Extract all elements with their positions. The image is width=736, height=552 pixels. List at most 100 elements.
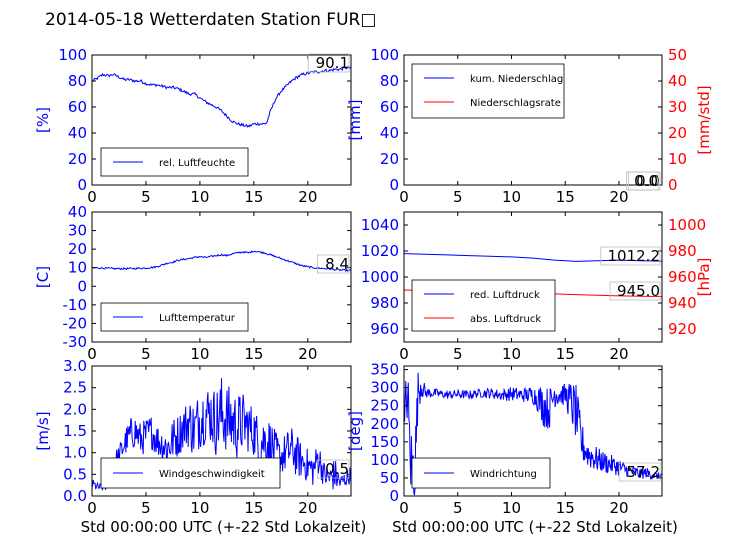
legend-box <box>411 279 556 332</box>
legend-entry: red. Luftdruck <box>470 290 540 301</box>
x-tick-label: 5 <box>141 345 151 363</box>
x-tick-label: 20 <box>609 188 628 206</box>
y-right-tick-label: 920 <box>668 320 697 338</box>
x-tick-label: 10 <box>190 499 209 517</box>
y-tick-label: 20 <box>380 150 399 168</box>
x-tick-label: 20 <box>298 188 317 206</box>
y-tick-label: 150 <box>370 433 399 451</box>
y-tick-label: 0.5 <box>63 465 87 483</box>
y-tick-label: 60 <box>380 98 399 116</box>
plot-frame <box>91 211 352 343</box>
y-right-tick-label: 40 <box>668 72 687 90</box>
y-tick-label: 100 <box>370 451 399 469</box>
y-tick-label: -20 <box>63 314 88 332</box>
x-tick-label: 20 <box>609 345 628 363</box>
x-tick-label: 15 <box>244 499 263 517</box>
y-tick-label: 980 <box>370 294 399 312</box>
y-tick-label: 1040 <box>361 216 399 234</box>
x-tick-label: 5 <box>453 188 463 206</box>
x-tick-label: 15 <box>556 188 575 206</box>
current-value-label: 90.1 <box>316 54 349 72</box>
x-tick-label: 10 <box>502 499 521 517</box>
y-right-tick-label: 940 <box>668 294 697 312</box>
y-axis-label: [C] <box>34 266 52 288</box>
current-value-label: 8.4 <box>325 255 349 273</box>
x-tick-label: 15 <box>244 188 263 206</box>
y-tick-label: 960 <box>370 320 399 338</box>
y-right-tick-label: 50 <box>668 46 687 64</box>
plot-frame <box>403 365 663 497</box>
value-label-box <box>316 459 350 479</box>
y-tick-label: 2.0 <box>63 400 87 418</box>
chart-title: 2014-05-18 Wetterdaten Station FUR□ <box>45 10 377 30</box>
x-tick-label: 15 <box>556 499 575 517</box>
series-line-lufttemperatur <box>92 250 351 273</box>
x-axis-label: Std 00:00:00 UTC (+-22 Std Lokalzeit) <box>392 518 678 536</box>
x-tick-label: 5 <box>141 499 151 517</box>
y-tick-label: 250 <box>370 397 399 415</box>
y-tick-label: 200 <box>370 415 399 433</box>
y-tick-label: 40 <box>380 124 399 142</box>
chart-panel-windspeed: 0 5 10 15 20 0.0 0.5 1.0 1.5 2.0 2.5 3.0 [m/s] Std 00… <box>34 357 366 536</box>
x-tick-label: 5 <box>453 499 463 517</box>
current-value-label: 0.0 <box>634 172 658 190</box>
x-tick-label: 5 <box>141 188 151 206</box>
legend: rel. Luftfeuchte <box>100 147 249 177</box>
x-tick-label: 0 <box>399 188 409 206</box>
current-value-label: 0.0 <box>636 172 660 190</box>
y-right-tick-label: 10 <box>668 150 687 168</box>
x-tick-label: 20 <box>609 499 628 517</box>
current-value-label: 1012.2 <box>608 247 661 265</box>
value-label-box <box>618 462 661 482</box>
legend: kum. Niederschlag Niederschlagsrate <box>411 63 565 119</box>
series-line-red-luftdruck <box>404 253 662 262</box>
x-tick-label: 0 <box>87 188 97 206</box>
y-tick-label: 0 <box>389 487 399 505</box>
x-tick-label: 10 <box>502 345 521 363</box>
y-tick-label: 350 <box>370 361 399 379</box>
y-tick-label: 10 <box>68 259 87 277</box>
y-tick-label: 1.0 <box>63 444 87 462</box>
y-tick-label: 40 <box>68 124 87 142</box>
legend-entry: Windgeschwindigkeit <box>159 469 265 480</box>
value-label-box <box>609 281 661 301</box>
x-tick-label: 0 <box>87 499 97 517</box>
x-tick-label: 10 <box>190 188 209 206</box>
legend: red. Luftdruck abs. Luftdruck <box>411 279 556 332</box>
y-tick-label: 20 <box>68 240 87 258</box>
chart-panel-temperature: 0 5 10 15 20-30-20-10010203040[C]Lufttempera… <box>34 203 352 363</box>
value-label-box <box>626 171 659 191</box>
x-tick-label: 0 <box>87 345 97 363</box>
x-tick-label: 5 <box>453 345 463 363</box>
y-axis-label: [deg] <box>346 411 364 451</box>
y-tick-label: 60 <box>68 98 87 116</box>
y-tick-label: 0.0 <box>63 487 87 505</box>
x-tick-label: 10 <box>190 345 209 363</box>
y-right-axis-label: [hPa] <box>695 258 713 297</box>
y-right-tick-label: 1000 <box>668 216 706 234</box>
y-tick-label: 80 <box>68 72 87 90</box>
y-tick-label: -30 <box>63 333 88 351</box>
y-right-tick-label: 0 <box>668 176 678 194</box>
y-tick-label: 1.5 <box>63 422 87 440</box>
y-tick-label: 30 <box>68 222 87 240</box>
x-tick-label: 20 <box>298 345 317 363</box>
y-tick-label: 1000 <box>361 268 399 286</box>
y-right-tick-label: 960 <box>668 268 697 286</box>
y-right-axis-label: [mm/std] <box>695 85 713 154</box>
x-tick-label: 20 <box>298 499 317 517</box>
legend: Windgeschwindigkeit <box>100 457 281 489</box>
value-label-box <box>307 53 350 73</box>
chart-panel-humidity: 0 5 10 15 20 0 20 40 60 80 100 [%] rel. Luftfeuchte 9… <box>34 46 352 206</box>
chart-panel-precipitation: 0 5 10 15 20 0 20 40 60 80 100 0 10 20 30 40 50 [mm] [mm/s… <box>346 46 713 206</box>
y-right-tick-label: 30 <box>668 98 687 116</box>
y-tick-label: 80 <box>380 72 399 90</box>
x-tick-label: 10 <box>502 188 521 206</box>
legend: Lufttemperatur <box>100 302 249 332</box>
y-tick-label: 0 <box>77 176 87 194</box>
value-label-box <box>600 246 661 266</box>
y-tick-label: 300 <box>370 379 399 397</box>
x-tick-label: 15 <box>556 345 575 363</box>
y-tick-label: 20 <box>68 150 87 168</box>
y-tick-label: 3.0 <box>63 357 87 375</box>
